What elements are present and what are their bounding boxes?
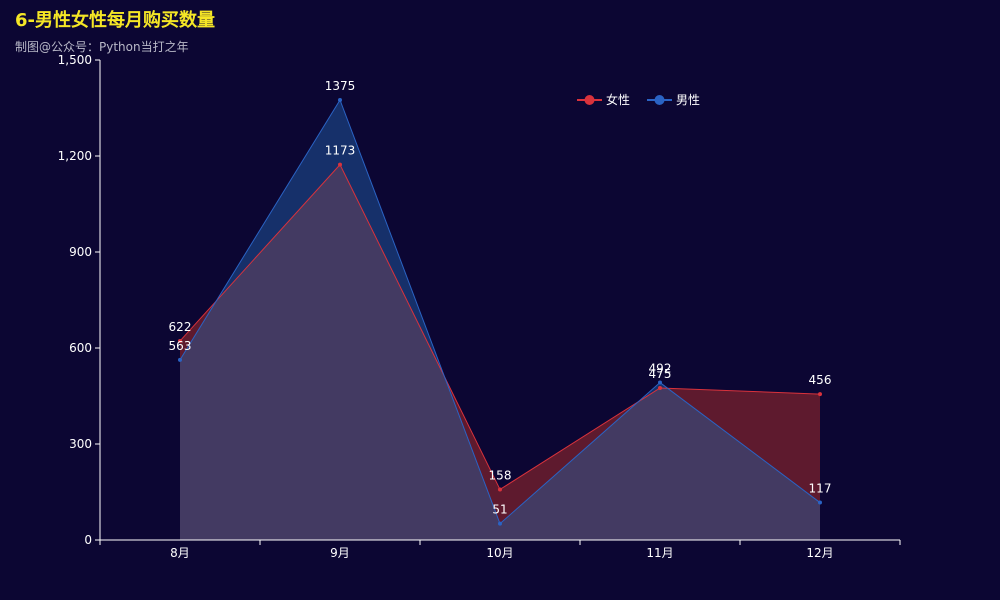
legend-item-female: 女性 (577, 92, 630, 107)
data-label: 622 (169, 320, 192, 334)
chart-areas (180, 100, 820, 540)
area-overlap (180, 164, 820, 540)
chart-subtitle: 制图@公众号：Python当打之年 (15, 40, 189, 54)
legend-marker (654, 95, 665, 105)
legend-item-male: 男性 (647, 93, 700, 107)
data-label: 492 (649, 362, 672, 376)
data-label: 456 (809, 373, 832, 387)
data-point (178, 357, 182, 362)
chart-title: 6-男性女性每月购买数量 (15, 10, 215, 31)
y-tick-label: 1,200 (58, 149, 92, 163)
y-tick-label: 0 (84, 533, 92, 547)
data-point (658, 380, 662, 385)
chart-data-labels: 622 1173 158 475 456 563 1375 51 492 117 (169, 79, 832, 517)
legend-label: 女性 (606, 92, 630, 107)
data-label: 1173 (325, 144, 356, 158)
data-point (338, 162, 342, 167)
y-tick-label: 600 (69, 341, 92, 355)
x-tick-label: 10月 (486, 546, 513, 560)
data-label: 1375 (325, 79, 356, 93)
y-tick-label: 1,500 (58, 53, 92, 67)
data-point (818, 500, 822, 505)
legend-label: 男性 (676, 93, 700, 107)
y-tick-label: 900 (69, 245, 92, 259)
data-label: 51 (492, 503, 507, 517)
chart-legend: 女性 男性 (577, 92, 700, 107)
data-label: 117 (809, 482, 832, 496)
chart-lines (178, 98, 822, 526)
x-tick-label: 11月 (646, 546, 673, 560)
x-tick-label: 8月 (170, 546, 190, 560)
legend-marker (584, 95, 595, 105)
data-point (498, 487, 502, 492)
x-tick-label: 9月 (330, 546, 350, 560)
data-point (498, 521, 502, 526)
data-label: 475 (649, 367, 672, 381)
chart-axes: 0 300 600 900 1,200 1,500 8月 9月 10月 11月 12月 (58, 53, 901, 560)
data-point (178, 338, 182, 343)
data-point (338, 98, 342, 102)
y-tick-label: 300 (69, 437, 92, 451)
x-tick-label: 12月 (806, 546, 833, 560)
data-label: 563 (169, 339, 192, 353)
data-label: 158 (489, 468, 512, 482)
data-point (818, 392, 822, 397)
data-point (658, 386, 662, 390)
